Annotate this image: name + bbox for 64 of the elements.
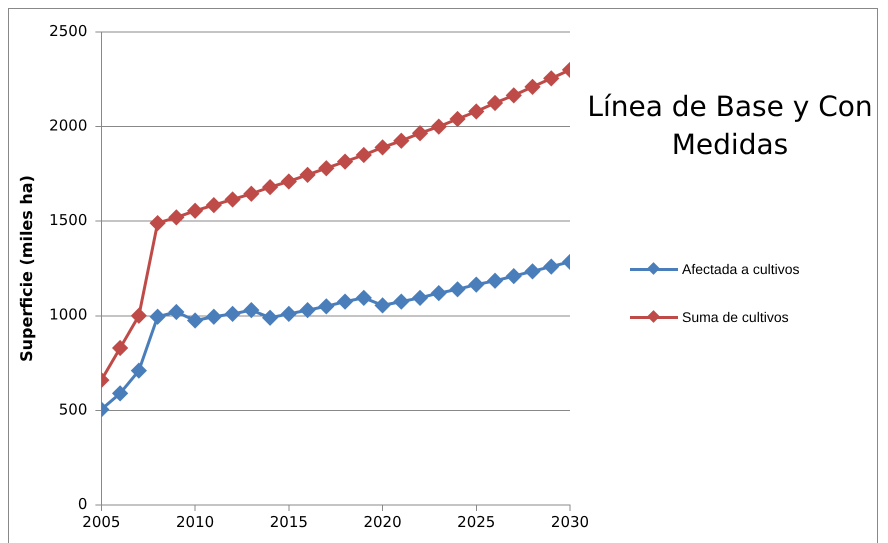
point — [244, 186, 259, 202]
point — [488, 95, 503, 110]
legend-label: Afectada a cultivos — [682, 261, 800, 277]
x-tick-label: 2020 — [363, 512, 402, 531]
point — [150, 216, 166, 231]
point — [506, 88, 522, 103]
x-tick-label: 2025 — [457, 512, 496, 531]
y-tick-label: 2500 — [49, 22, 88, 40]
y-tick-label: 1000 — [49, 306, 88, 324]
x-tick-label: 2005 — [82, 512, 120, 531]
point — [544, 70, 559, 86]
point — [281, 306, 296, 322]
point — [188, 203, 203, 218]
point — [225, 192, 240, 207]
y-axis-title: Superficie (miles ha) — [16, 175, 36, 362]
point — [281, 174, 296, 189]
y-tick-label: 2000 — [49, 116, 88, 134]
point — [225, 306, 240, 322]
point — [525, 264, 540, 279]
x-tick-label: 2030 — [550, 512, 590, 531]
point — [150, 309, 166, 324]
point — [412, 290, 428, 306]
point — [525, 79, 540, 94]
point — [131, 363, 146, 378]
point — [112, 340, 128, 356]
point — [188, 313, 203, 328]
point — [375, 140, 390, 155]
point — [300, 167, 316, 182]
point — [394, 294, 409, 310]
point — [112, 386, 128, 401]
point — [131, 308, 146, 324]
point — [468, 277, 484, 292]
y-tick-label: 0 — [78, 494, 88, 513]
point — [450, 282, 466, 297]
point — [375, 298, 390, 313]
point — [506, 268, 522, 284]
point — [356, 290, 372, 306]
point — [318, 160, 334, 176]
point — [168, 304, 184, 320]
point — [431, 286, 446, 301]
point — [262, 310, 278, 326]
point — [168, 210, 184, 225]
point — [206, 198, 222, 213]
point — [450, 112, 466, 127]
point — [338, 154, 353, 170]
point — [338, 294, 353, 310]
point — [488, 273, 503, 288]
text: Línea de Base y Con Medidas — [586, 89, 874, 163]
point — [394, 133, 409, 148]
point — [412, 126, 428, 141]
point — [544, 259, 559, 274]
point — [318, 298, 334, 314]
point — [262, 180, 278, 195]
point — [468, 104, 484, 119]
y-tick-label: 1500 — [49, 211, 88, 230]
point — [431, 119, 446, 134]
point — [356, 147, 372, 162]
x-tick-label: 2010 — [176, 512, 214, 531]
point — [300, 302, 316, 318]
y-tick-label: 500 — [58, 400, 88, 418]
legend-label: Suma de cultivos — [682, 309, 789, 325]
point — [206, 309, 222, 324]
x-tick-label: 2015 — [270, 512, 308, 531]
point — [244, 302, 259, 318]
